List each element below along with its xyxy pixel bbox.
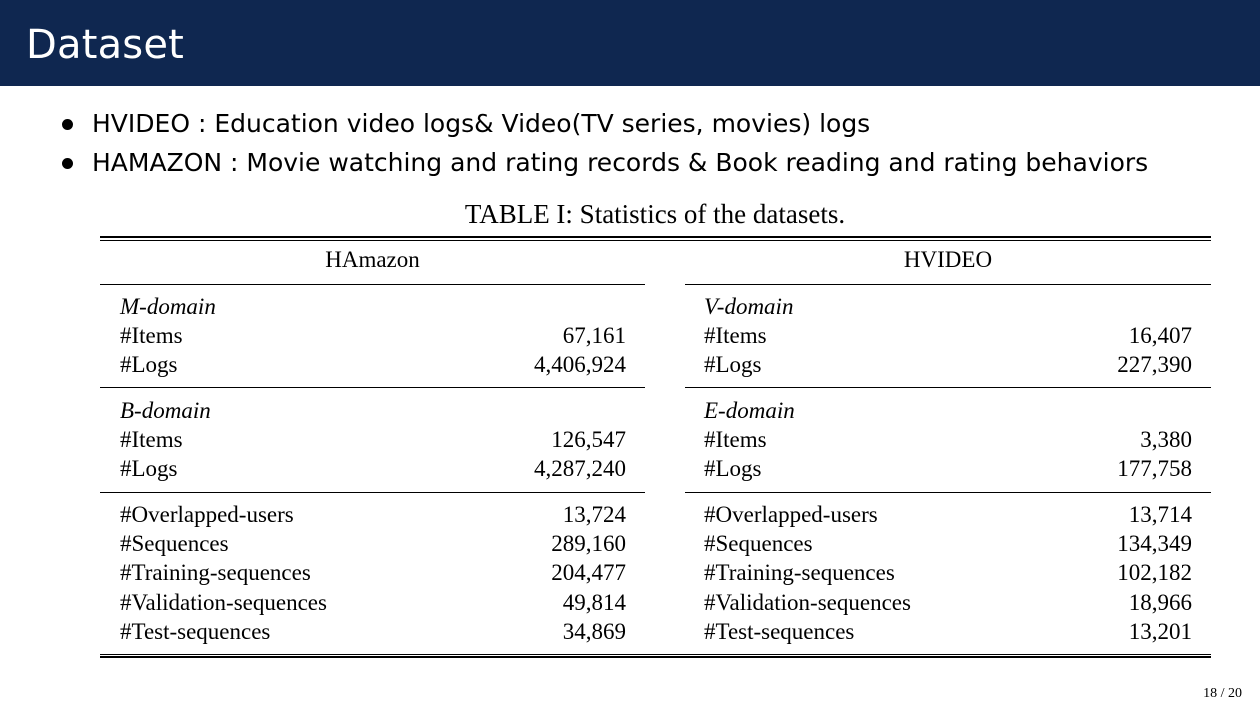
domain-label: E-domain [704,398,795,423]
row-value: 13,724 [562,502,626,527]
row-label: #Test-sequences [704,619,855,644]
row-value: 3,380 [1140,427,1192,452]
row-value: 13,714 [1128,502,1192,527]
row-label: #Items [704,323,767,348]
row-label: #Logs [120,352,178,377]
table-top-rule [100,236,1211,238]
group-header: HAmazon [325,247,420,272]
domain-label: M-domain [120,294,216,319]
row-label: #Training-sequences [120,560,311,585]
row-label: #Items [120,323,183,348]
row-value: 67,161 [562,323,626,348]
row-value: 18,966 [1128,590,1192,615]
page-number: 18 / 20 [1203,686,1242,701]
row-value: 126,547 [551,427,626,452]
row-label: #Sequences [704,531,813,556]
domain-label: B-domain [120,398,211,423]
row-label: #Logs [704,456,762,481]
header-rule [100,284,645,285]
row-label: #Overlapped-users [704,502,878,527]
bullet-text: HVIDEO : Education video logs& Video(TV … [92,109,871,138]
section-rule [100,387,645,388]
row-value: 4,287,240 [534,456,626,481]
row-label: #Logs [120,456,178,481]
row-value: 177,758 [1117,456,1192,481]
row-label: #Validation-sequences [120,590,327,615]
table-top-rule [100,240,1211,241]
row-value: 289,160 [551,531,626,556]
table-bottom-rule [100,654,1211,655]
slide-title: Dataset [26,22,185,68]
row-value: 13,201 [1128,619,1192,644]
row-label: #Items [120,427,183,452]
header-rule [685,284,1211,285]
row-label: #Validation-sequences [704,590,911,615]
row-label: #Training-sequences [704,560,895,585]
group-header: HVIDEO [903,247,993,272]
row-label: #Sequences [120,531,229,556]
row-label: #Items [704,427,767,452]
table-caption: TABLE I: Statistics of the datasets. [464,199,846,229]
row-value: 16,407 [1128,323,1192,348]
bullet-text: HAMAZON : Movie watching and rating reco… [92,148,1149,177]
row-value: 204,477 [551,560,626,585]
row-value: 227,390 [1117,352,1192,377]
row-value: 34,869 [562,619,626,644]
row-label: #Test-sequences [120,619,271,644]
title-bar: Dataset [0,0,1260,86]
row-value: 134,349 [1117,531,1192,556]
bullet-list: HVIDEO : Education video logs& Video(TV … [58,106,1148,184]
section-rule [100,492,645,493]
bullet-dot-icon [62,158,73,169]
row-value: 4,406,924 [534,352,626,377]
section-rule [685,492,1211,493]
row-label: #Overlapped-users [120,502,294,527]
row-value: 102,182 [1117,560,1192,585]
domain-label: V-domain [704,294,794,319]
row-value: 49,814 [562,590,626,615]
bullet-dot-icon [62,119,73,130]
bullet-item: HVIDEO : Education video logs& Video(TV … [58,106,1148,145]
table-bottom-rule [100,656,1211,658]
bullet-item: HAMAZON : Movie watching and rating reco… [58,145,1148,184]
section-rule [685,387,1211,388]
row-label: #Logs [704,352,762,377]
